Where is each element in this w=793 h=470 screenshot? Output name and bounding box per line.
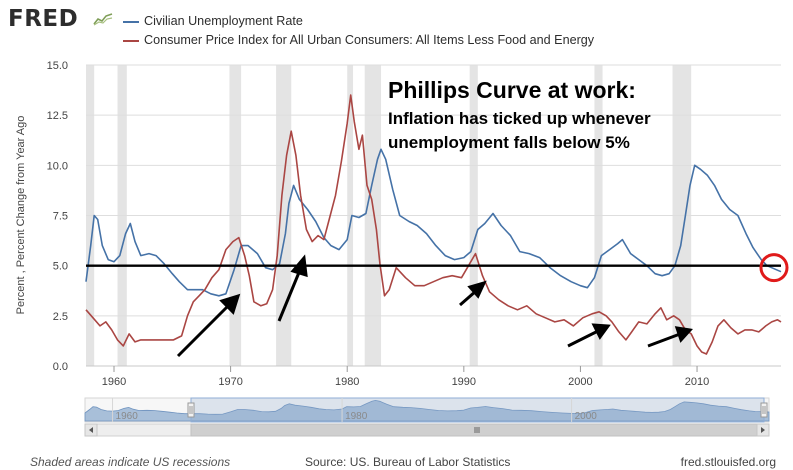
x-tick-label: 2000 (568, 376, 592, 388)
y-tick-label: 5.0 (53, 261, 68, 273)
annotation-arrow (459, 289, 477, 307)
arrowhead (674, 326, 693, 343)
navigator-ticks: 1960 1980 2000 (112, 398, 598, 422)
recession-note: Shaded areas indicate US recessions (30, 455, 231, 469)
annotation-arrow (277, 269, 302, 322)
arrowhead (467, 280, 487, 299)
source-note: Source: US. Bureau of Labor Statistics (305, 455, 511, 469)
main-chart[interactable]: 0.0 2.5 5.0 7.5 10.0 12.5 15.0 1960 1970 1980 199… (0, 50, 793, 452)
y-tick-label: 15.0 (47, 60, 68, 72)
navigator-selection (190, 397, 765, 423)
annotation-arrow (176, 302, 232, 358)
legend-label-cpi: Consumer Price Index for All Urban Consu… (144, 33, 595, 47)
range-handle-icon[interactable] (760, 402, 768, 418)
annotation-arrow (567, 329, 599, 348)
grip-icon (474, 427, 480, 433)
chevron-right-icon (761, 427, 765, 433)
site-link[interactable]: fred.stlouisfed.org (680, 455, 776, 469)
legend-item-cpi[interactable]: Consumer Price Index for All Urban Consu… (123, 31, 594, 50)
x-tick-label: 1990 (452, 376, 476, 388)
x-axis-ticks: 1960 1970 1980 1990 2000 2010 (86, 365, 781, 388)
y-axis-ticks: 0.0 2.5 5.0 7.5 10.0 12.5 15.0 (47, 60, 68, 373)
annotation-arrows (176, 254, 693, 358)
legend-swatch-cpi (123, 39, 139, 42)
footer: Shaded areas indicate US recessions Sour… (0, 452, 793, 470)
y-axis-label: Percent , Percent Change from Year Ago (15, 116, 27, 315)
header: FRED Civilian Unemployment Rate Consumer… (0, 0, 793, 52)
series-line-cpi[interactable] (85, 94, 782, 355)
range-navigator[interactable]: 1960 1980 2000 (84, 397, 770, 437)
navigator-tick-label: 1980 (345, 411, 368, 422)
chart-subtitle-line-1: Inflation has ticked up whenever (388, 109, 651, 128)
x-tick-label: 1970 (218, 376, 242, 388)
x-tick-label: 1980 (335, 376, 359, 388)
x-tick-label: 2010 (685, 376, 709, 388)
arrowhead (219, 293, 241, 315)
arrowhead (591, 323, 611, 340)
y-tick-label: 10.0 (47, 160, 68, 172)
scroll-right-button[interactable] (756, 423, 770, 437)
navigator-tick-label: 2000 (575, 411, 598, 422)
navigator-tick-label: 1960 (116, 411, 139, 422)
x-tick-label: 1960 (102, 376, 126, 388)
y-tick-label: 0.0 (53, 361, 68, 373)
y-tick-label: 7.5 (53, 211, 68, 223)
navigator-area (84, 399, 770, 422)
chart-subtitle-line-2: unemployment falls below 5% (388, 133, 630, 152)
chart-title: Phillips Curve at work: (388, 77, 636, 103)
highlight-circle (759, 253, 789, 283)
range-handle-icon[interactable] (187, 402, 195, 418)
legend-label-unemployment: Civilian Unemployment Rate (144, 14, 303, 28)
y-tick-label: 12.5 (47, 110, 68, 122)
series-line-unemployment[interactable] (85, 148, 782, 297)
chart-line-icon (93, 13, 113, 26)
legend-item-unemployment[interactable]: Civilian Unemployment Rate (123, 12, 594, 31)
fred-logo[interactable]: FRED (8, 6, 79, 32)
legend: Civilian Unemployment Rate Consumer Pric… (123, 12, 594, 50)
y-tick-label: 2.5 (53, 311, 68, 323)
legend-swatch-unemployment (123, 20, 139, 23)
scroll-left-button[interactable] (84, 423, 98, 437)
chevron-left-icon (89, 427, 93, 433)
annotation-arrow (647, 332, 681, 348)
arrowhead (290, 254, 308, 278)
